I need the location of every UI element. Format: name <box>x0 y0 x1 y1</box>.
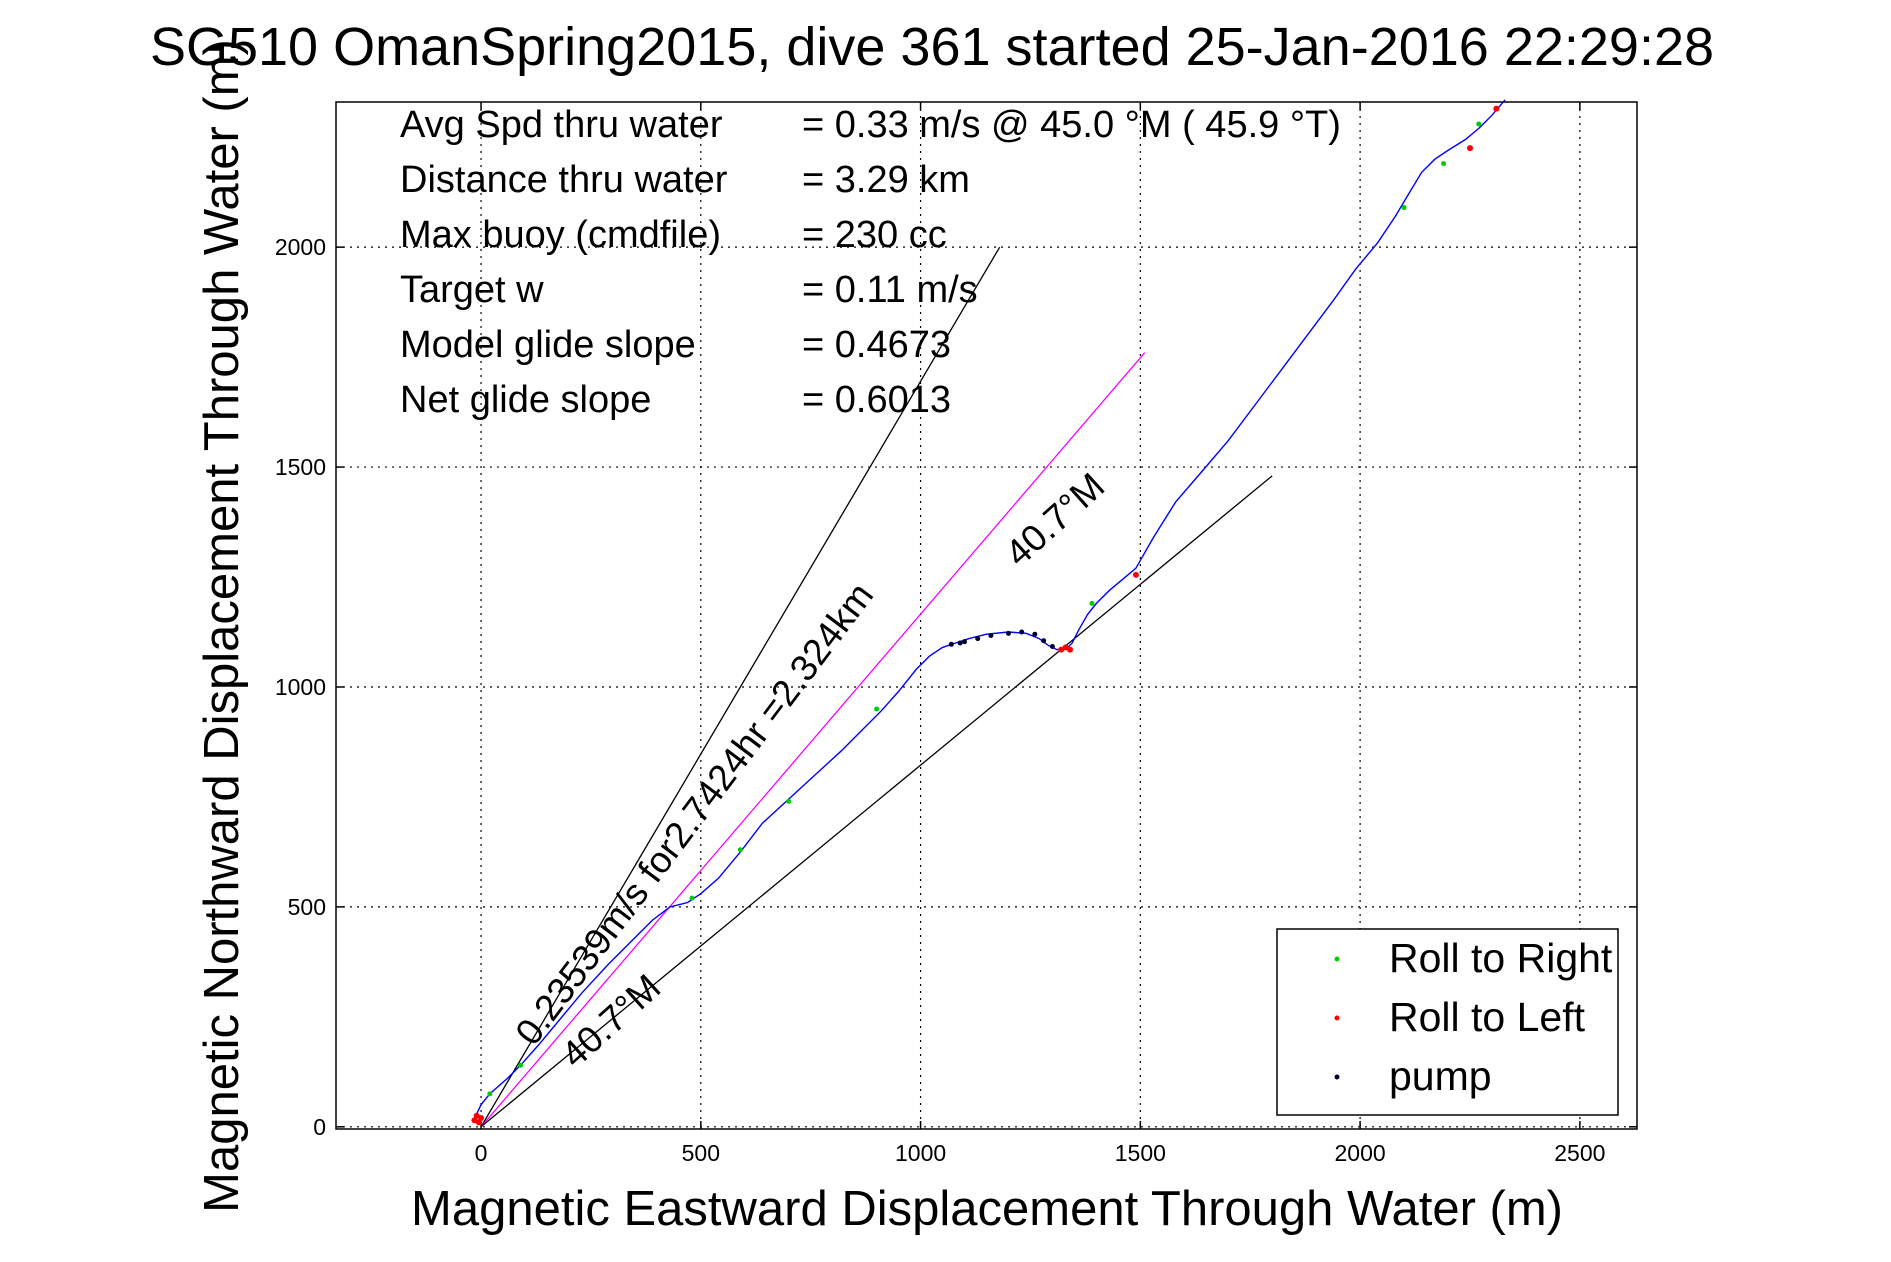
data-point <box>975 636 981 642</box>
reference-line <box>480 475 1273 1128</box>
legend-marker <box>1334 1015 1340 1021</box>
data-point <box>948 641 954 647</box>
y-tick-label: 1000 <box>275 674 326 700</box>
info-value: = 230 cc <box>802 214 947 256</box>
data-point <box>478 1115 485 1122</box>
data-point <box>1089 600 1095 606</box>
info-block: Avg Spd thru water = 0.33 m/s @ 45.0 °M (… <box>400 104 1341 421</box>
info-value: = 0.4673 <box>802 324 951 366</box>
reference-line <box>480 246 1001 1128</box>
data-point <box>957 640 963 646</box>
data-point <box>1401 205 1407 211</box>
data-point <box>1466 145 1473 152</box>
info-label: Avg Spd thru water <box>400 104 723 146</box>
legend-marker <box>1334 1074 1340 1080</box>
x-tick-label: 500 <box>682 1140 720 1166</box>
chart-title: SG510 OmanSpring2015, dive 361 started 2… <box>150 17 1714 77</box>
info-label: Target w <box>400 269 544 311</box>
track-line <box>475 99 1506 1117</box>
legend-marker <box>1334 956 1340 962</box>
legend-box <box>1276 928 1619 1116</box>
data-point <box>786 798 792 804</box>
y-tick-label: 500 <box>288 894 326 920</box>
data-series <box>471 99 1506 1126</box>
axis-ticks: 0 500 1000 1500 2000 2500 0 500 1000 1500 2000 <box>275 102 1637 1166</box>
data-point <box>1493 105 1500 112</box>
data-point <box>487 1091 493 1097</box>
legend-entry: Roll to Left <box>1389 994 1586 1040</box>
data-point <box>1049 644 1055 650</box>
info-value: = 0.33 m/s @ 45.0 °M ( 45.9 °T) <box>802 104 1341 146</box>
info-label: Net glide slope <box>400 379 651 421</box>
data-point <box>1067 646 1074 653</box>
legend: Roll to Right Roll to Left pump <box>1276 928 1619 1116</box>
data-point <box>1019 629 1025 635</box>
data-point <box>689 895 695 901</box>
info-label: Distance thru water <box>400 159 728 201</box>
y-tick-label: 2000 <box>275 234 326 260</box>
reference-lines <box>480 246 1273 1128</box>
x-axis-label: Magnetic Eastward Displacement Through W… <box>411 1182 1563 1236</box>
data-point <box>1441 161 1447 167</box>
data-point <box>1041 638 1047 644</box>
data-point <box>1005 630 1011 636</box>
info-label: Model glide slope <box>400 324 696 366</box>
legend-entry: pump <box>1389 1053 1492 1099</box>
y-axis-label: Magnetic Northward Displacement Through … <box>195 39 249 1213</box>
y-tick-label: 1500 <box>275 454 326 480</box>
info-value: = 3.29 km <box>802 159 970 201</box>
info-label: Max buoy (cmdfile) <box>400 214 721 256</box>
legend-entry: Roll to Right <box>1389 935 1613 981</box>
data-point <box>1032 631 1038 637</box>
reference-line <box>480 352 1146 1128</box>
x-tick-label: 2000 <box>1335 1140 1386 1166</box>
data-point <box>518 1062 524 1068</box>
info-value: = 0.11 m/s <box>802 269 978 311</box>
x-tick-label: 2500 <box>1554 1140 1605 1166</box>
data-point <box>962 639 968 645</box>
info-value: = 0.6013 <box>802 379 951 421</box>
data-point <box>1132 571 1139 578</box>
x-tick-label: 0 <box>475 1140 488 1166</box>
x-tick-label: 1000 <box>895 1140 946 1166</box>
data-point <box>988 633 994 639</box>
data-point <box>1476 121 1482 127</box>
y-tick-label: 0 <box>313 1114 326 1140</box>
data-point <box>874 706 880 712</box>
x-tick-label: 1500 <box>1115 1140 1166 1166</box>
data-point <box>737 847 743 853</box>
